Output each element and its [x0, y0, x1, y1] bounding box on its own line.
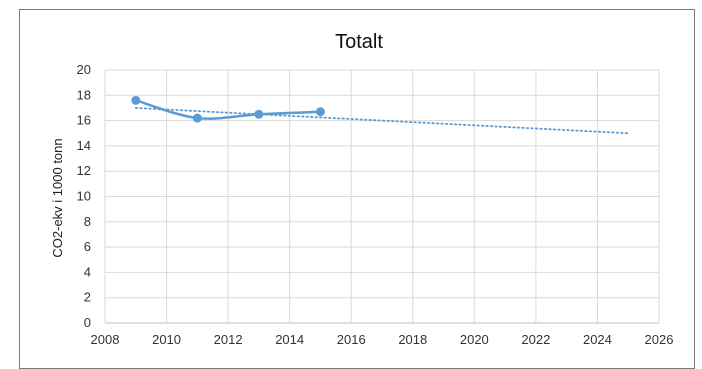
- x-tick-labels: 2008 2010 2012 2014 2016 2018 2020 2022 2024 2026: [91, 332, 674, 347]
- y-axis-label: CO2-ekv i 1000 tonn: [50, 138, 65, 257]
- x-tick-label: 2008: [91, 332, 120, 347]
- y-tick-label: 14: [77, 138, 91, 153]
- data-point: [192, 113, 202, 123]
- series-line: [135, 99, 321, 120]
- series-layer: [131, 95, 325, 123]
- x-tick-label: 2020: [460, 332, 489, 347]
- y-tick-label: 20: [77, 62, 91, 77]
- chart-frame: [19, 9, 695, 369]
- data-point: [315, 107, 325, 117]
- x-tick-label: 2022: [521, 332, 550, 347]
- trendline-layer: [134, 107, 630, 135]
- x-tick-label: 2012: [214, 332, 243, 347]
- y-tick-label: 16: [77, 113, 91, 128]
- chart-title: Totalt: [335, 31, 383, 53]
- trendline: [134, 107, 630, 135]
- y-tick-label: 6: [84, 239, 91, 254]
- y-tick-label: 8: [84, 214, 91, 229]
- data-point: [131, 95, 141, 105]
- y-tick-label: 10: [77, 189, 91, 204]
- x-tick-label: 2018: [398, 332, 427, 347]
- y-tick-labels: 0 2 4 6 8 10 12 14 16 18 20: [77, 62, 91, 330]
- x-tick-label: 2010: [152, 332, 181, 347]
- y-tick-label: 18: [77, 87, 91, 102]
- x-tick-label: 2024: [583, 332, 612, 347]
- grid: [104, 69, 660, 324]
- chart: Totalt CO2-ekv i 1000 tonn 0 2 4 6 8 10 12 14 16…: [50, 31, 674, 347]
- y-tick-label: 4: [84, 264, 91, 279]
- y-tick-label: 12: [77, 163, 91, 178]
- data-point: [254, 109, 264, 119]
- x-tick-label: 2026: [645, 332, 674, 347]
- y-tick-label: 0: [84, 315, 91, 330]
- y-tick-label: 2: [84, 290, 91, 305]
- x-tick-label: 2014: [275, 332, 304, 347]
- x-tick-label: 2016: [337, 332, 366, 347]
